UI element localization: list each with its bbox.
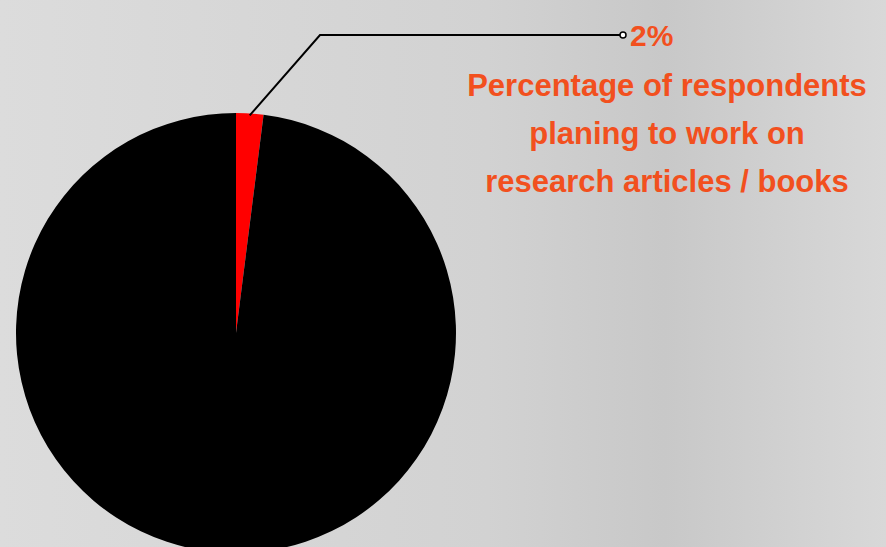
html-text:Percentage of respondents plan: Percentage of respondents planing to wor…: [467, 68, 867, 199]
svg-text:2%: 2%: [630, 19, 673, 52]
